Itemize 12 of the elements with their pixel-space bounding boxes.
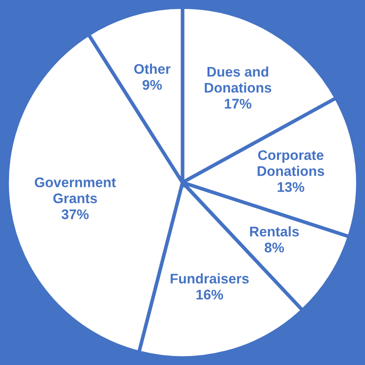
data-label: 17% — [224, 98, 252, 109]
slice-label: Dues and Donations — [204, 66, 272, 93]
slice-label: Corporate Donations — [258, 150, 324, 176]
slice-label: Government Grants — [34, 177, 116, 204]
data-label: 8% — [264, 242, 284, 252]
slice-label: Rentals — [250, 226, 299, 236]
data-label: 13% — [278, 182, 304, 192]
slice-label: Other — [134, 64, 170, 74]
slice-label: Fundraisers — [170, 273, 249, 284]
data-label: 9% — [142, 80, 162, 90]
data-label: 37% — [62, 209, 89, 220]
data-label: 16% — [196, 290, 224, 300]
